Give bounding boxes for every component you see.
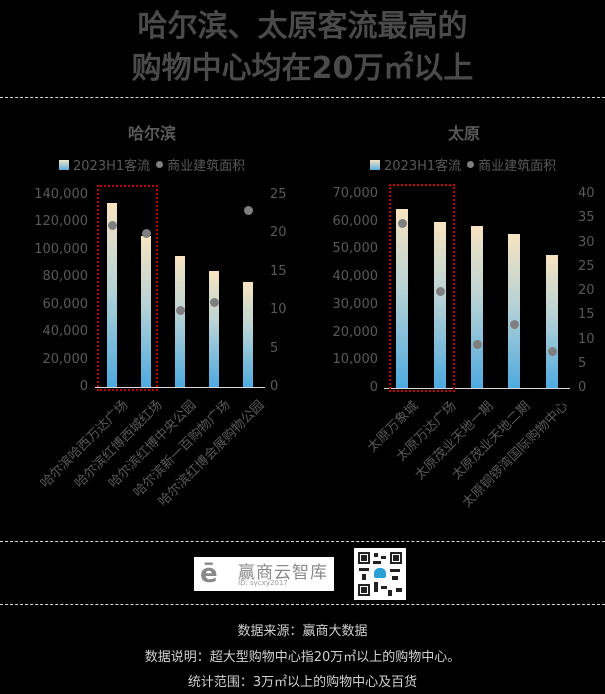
- brand-logo: ē 赢商云智库 ID: sycxy2017: [194, 557, 334, 591]
- legend-bar-label: 2023H1客流: [384, 159, 462, 174]
- divider-bottom: [0, 604, 605, 605]
- bar: [508, 234, 520, 388]
- data-point: [509, 320, 519, 330]
- data-point: [547, 347, 557, 357]
- bar: [209, 271, 219, 387]
- right-axis-tick: 0: [578, 380, 587, 395]
- page-title: 哈尔滨、太原客流最高的 购物中心均在20万㎡以上: [0, 6, 605, 90]
- brand-name: 赢商云智库: [238, 563, 328, 583]
- divider-middle: [0, 541, 605, 542]
- bar: [141, 236, 151, 387]
- left-axis-tick: 100,000: [34, 241, 88, 257]
- highlight-box: [389, 184, 455, 392]
- left-axis-tick: 60,000: [332, 213, 379, 229]
- left-axis-tick: 20,000: [42, 351, 89, 367]
- left-axis-tick: 0: [369, 380, 378, 395]
- left-axis-tick: 70,000: [332, 186, 379, 201]
- left-axis-tick: 40,000: [42, 324, 89, 340]
- legend-bar-swatch-icon: [59, 159, 69, 170]
- left-axis-tick: 20,000: [332, 324, 379, 340]
- legend-bar-swatch-icon: [370, 159, 380, 170]
- legend-taiyuan: 2023H1客流 商业建筑面积: [370, 155, 556, 174]
- data-point: [209, 298, 219, 308]
- data-point: [472, 339, 482, 349]
- right-axis-tick: 40: [578, 186, 595, 201]
- bar: [107, 203, 117, 387]
- right-axis-tick: 5: [270, 340, 279, 356]
- chart-title-harbin: 哈尔滨: [128, 124, 177, 143]
- right-axis-tick: 20: [270, 225, 287, 241]
- right-axis-tick: 20: [578, 283, 595, 298]
- bar: [434, 221, 446, 388]
- left-axis-tick: 80,000: [42, 269, 89, 285]
- data-point: [175, 305, 185, 315]
- footer-note: 数据说明：超大型购物中心指20万㎡以上的购物中心。: [144, 650, 461, 665]
- left-axis-tick: 120,000: [34, 214, 88, 230]
- right-axis-tick: 5: [578, 355, 587, 371]
- legend-dot-icon: [467, 161, 475, 168]
- right-axis-tick: 10: [578, 331, 595, 347]
- legend-dot-icon: [156, 161, 164, 168]
- data-point: [397, 218, 407, 228]
- x-axis-line: [384, 388, 570, 389]
- divider-top: [0, 97, 605, 98]
- chart-title-taiyuan: 太原: [448, 124, 481, 143]
- right-axis-tick: 35: [578, 210, 595, 226]
- data-point: [435, 286, 445, 296]
- brand-id: ID: sycxy2017: [238, 579, 288, 587]
- footer-scope: 统计范围：3万㎡以上的购物中心及百货: [187, 675, 418, 690]
- data-point: [107, 221, 117, 231]
- legend-bar-label: 2023H1客流: [73, 159, 151, 174]
- right-axis-tick: 25: [578, 258, 595, 274]
- data-point: [243, 205, 253, 215]
- right-axis-tick: 10: [270, 302, 287, 318]
- right-axis-tick: 30: [578, 234, 595, 250]
- title-line-2: 购物中心均在20万㎡以上: [131, 51, 474, 86]
- left-axis-tick: 140,000: [34, 187, 88, 202]
- right-axis-tick: 0: [270, 379, 279, 394]
- title-line-1: 哈尔滨、太原客流最高的: [137, 9, 468, 44]
- left-axis-tick: 50,000: [332, 241, 379, 257]
- legend-dot-label: 商业建筑面积: [478, 159, 557, 174]
- x-axis-line: [95, 387, 265, 388]
- legend-harbin: 2023H1客流 商业建筑面积: [59, 155, 245, 174]
- bar: [175, 256, 185, 387]
- left-axis-tick: 60,000: [42, 296, 89, 312]
- left-axis-tick: 40,000: [332, 269, 379, 285]
- left-axis-tick: 30,000: [332, 296, 379, 312]
- left-axis-tick: 0: [79, 379, 88, 394]
- bar: [471, 225, 483, 388]
- bar: [243, 282, 253, 387]
- right-axis-tick: 15: [578, 307, 595, 323]
- bar: [396, 209, 408, 388]
- right-axis-tick: 15: [270, 263, 287, 279]
- data-point: [141, 228, 151, 238]
- footer-source: 数据来源：赢商大数据: [237, 624, 368, 639]
- qr-code-icon: [354, 548, 406, 600]
- right-axis-tick: 25: [270, 187, 287, 202]
- highlight-box: [97, 185, 158, 391]
- brand-mark-icon: ē: [200, 559, 218, 589]
- left-axis-tick: 10,000: [332, 352, 379, 368]
- bar: [546, 254, 558, 388]
- legend-dot-label: 商业建筑面积: [167, 159, 246, 174]
